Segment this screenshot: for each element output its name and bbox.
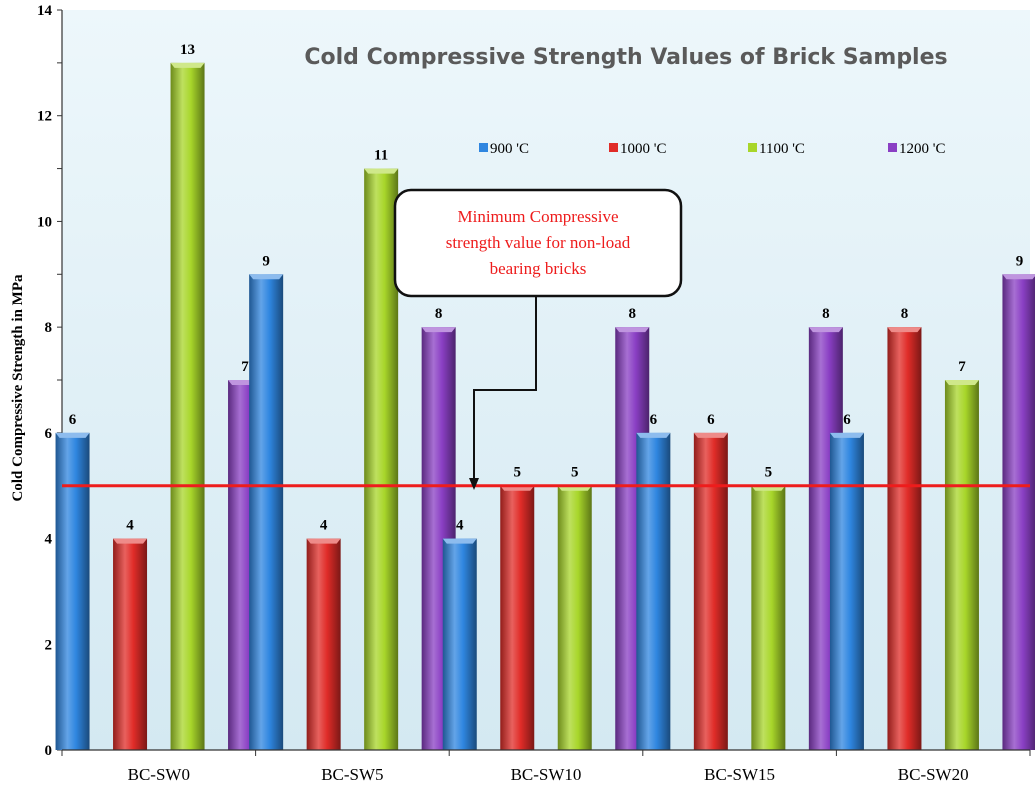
legend-label: 1100 'C	[759, 141, 805, 157]
y-tick-label: 10	[37, 214, 52, 230]
bar-bc-sw10-series-0	[442, 538, 477, 750]
bar-bc-sw20-series-0	[829, 432, 864, 750]
data-label: 4	[456, 518, 464, 534]
bar-bc-sw0-series-0	[55, 432, 90, 750]
bar-cap	[364, 168, 399, 174]
legend-label: 900 'C	[490, 141, 529, 157]
x-tick-label: BC-SW5	[321, 765, 383, 784]
annotation-line-3: bearing bricks	[490, 259, 587, 278]
bar-cap	[887, 327, 922, 333]
legend-item-900: 900 'C	[479, 141, 529, 157]
annotation-line-2: strength value for non-load	[446, 233, 631, 252]
bar-cap	[829, 432, 864, 438]
bar-cap	[693, 432, 728, 438]
x-tick-label: BC-SW10	[511, 765, 582, 784]
data-label: 7	[958, 359, 966, 375]
bar-cap	[808, 327, 843, 333]
bar-cap	[113, 538, 148, 544]
y-tick-label: 2	[45, 637, 53, 653]
data-label: 9	[1016, 253, 1024, 269]
bar-bc-sw20-series-3	[1002, 274, 1035, 750]
x-tick-label: BC-SW20	[898, 765, 969, 784]
plot-area	[62, 10, 1030, 750]
data-label: 8	[435, 306, 443, 322]
bar-cap	[615, 327, 650, 333]
annotation-line-1: Minimum Compressive	[457, 207, 618, 226]
bar-bc-sw5-series-1	[306, 538, 341, 750]
data-label: 4	[126, 518, 134, 534]
chart-title: Cold Compressive Strength Values of Bric…	[304, 45, 947, 70]
bar-bc-sw10-series-2	[557, 485, 592, 750]
data-label: 6	[843, 412, 851, 428]
legend-item-1000: 1000 'C	[609, 141, 666, 157]
annotation-callout: Minimum Compressive strength value for n…	[393, 188, 683, 490]
data-label: 6	[650, 412, 658, 428]
bar-bc-sw15-series-0	[636, 432, 671, 750]
legend-swatch	[609, 143, 618, 152]
data-label: 6	[69, 412, 77, 428]
data-label: 8	[901, 306, 909, 322]
x-tick-label: BC-SW0	[128, 765, 190, 784]
data-label: 7	[241, 359, 249, 375]
bar-cap	[306, 538, 341, 544]
legend-label: 1200 'C	[899, 141, 945, 157]
legend-swatch	[748, 143, 757, 152]
data-label: 6	[707, 412, 715, 428]
legend-item-1200: 1200 'C	[888, 141, 945, 157]
x-tick-label: BC-SW15	[704, 765, 775, 784]
legend-item-1100: 1100 'C	[748, 141, 805, 157]
legend: 900 'C 1000 'C 1100 'C 1200 'C	[479, 141, 945, 157]
data-labels: 6 4 13 7 9 4 11 8 4 5 5 8 6 6 5 8 6 8 7 9	[69, 42, 1023, 534]
bar-cap	[249, 274, 284, 280]
bar-bc-sw0-series-1	[113, 538, 148, 750]
data-label: 9	[262, 253, 270, 269]
data-label: 11	[374, 148, 388, 164]
y-tick-label: 0	[45, 743, 53, 759]
bar-cap	[421, 327, 456, 333]
bar-cap	[1002, 274, 1035, 280]
y-tick-label: 12	[37, 109, 52, 125]
legend-swatch	[479, 143, 488, 152]
bar-bc-sw20-series-1	[887, 327, 922, 750]
annotation-arrowhead	[469, 478, 479, 490]
y-tick-label: 4	[45, 532, 53, 548]
bar-cap	[636, 432, 671, 438]
bar-bc-sw20-series-2	[944, 380, 979, 750]
annotation-box	[393, 188, 683, 298]
bar-cap	[944, 380, 979, 385]
bar-bc-sw10-series-1	[500, 485, 535, 750]
data-label: 4	[320, 518, 328, 534]
legend-swatch	[888, 143, 897, 152]
bar-cap	[55, 432, 90, 438]
data-label: 5	[571, 465, 579, 481]
data-label: 5	[765, 465, 773, 481]
x-axis: BC-SW0 BC-SW5 BC-SW10 BC-SW15 BC-SW20	[61, 749, 1031, 784]
y-tick-label: 8	[45, 320, 53, 336]
bar-cap	[442, 538, 477, 544]
bar-bc-sw15-series-1	[693, 432, 728, 750]
y-axis-label: Cold Compressive Strength in MPa	[10, 274, 26, 501]
y-tick-label: 14	[37, 3, 53, 19]
data-label: 8	[629, 306, 637, 322]
data-label: 5	[514, 465, 522, 481]
y-tick-label: 6	[45, 426, 53, 442]
data-label: 13	[180, 42, 195, 58]
bar-bc-sw0-series-2	[170, 62, 205, 751]
bar-cap	[170, 62, 205, 68]
bar-bc-sw5-series-2	[364, 168, 399, 751]
bar-bc-sw5-series-0	[249, 274, 284, 750]
legend-label: 1000 'C	[620, 141, 666, 157]
annotation-arrow	[473, 296, 537, 480]
data-label: 8	[822, 306, 830, 322]
bar-bc-sw15-series-2	[751, 485, 786, 750]
